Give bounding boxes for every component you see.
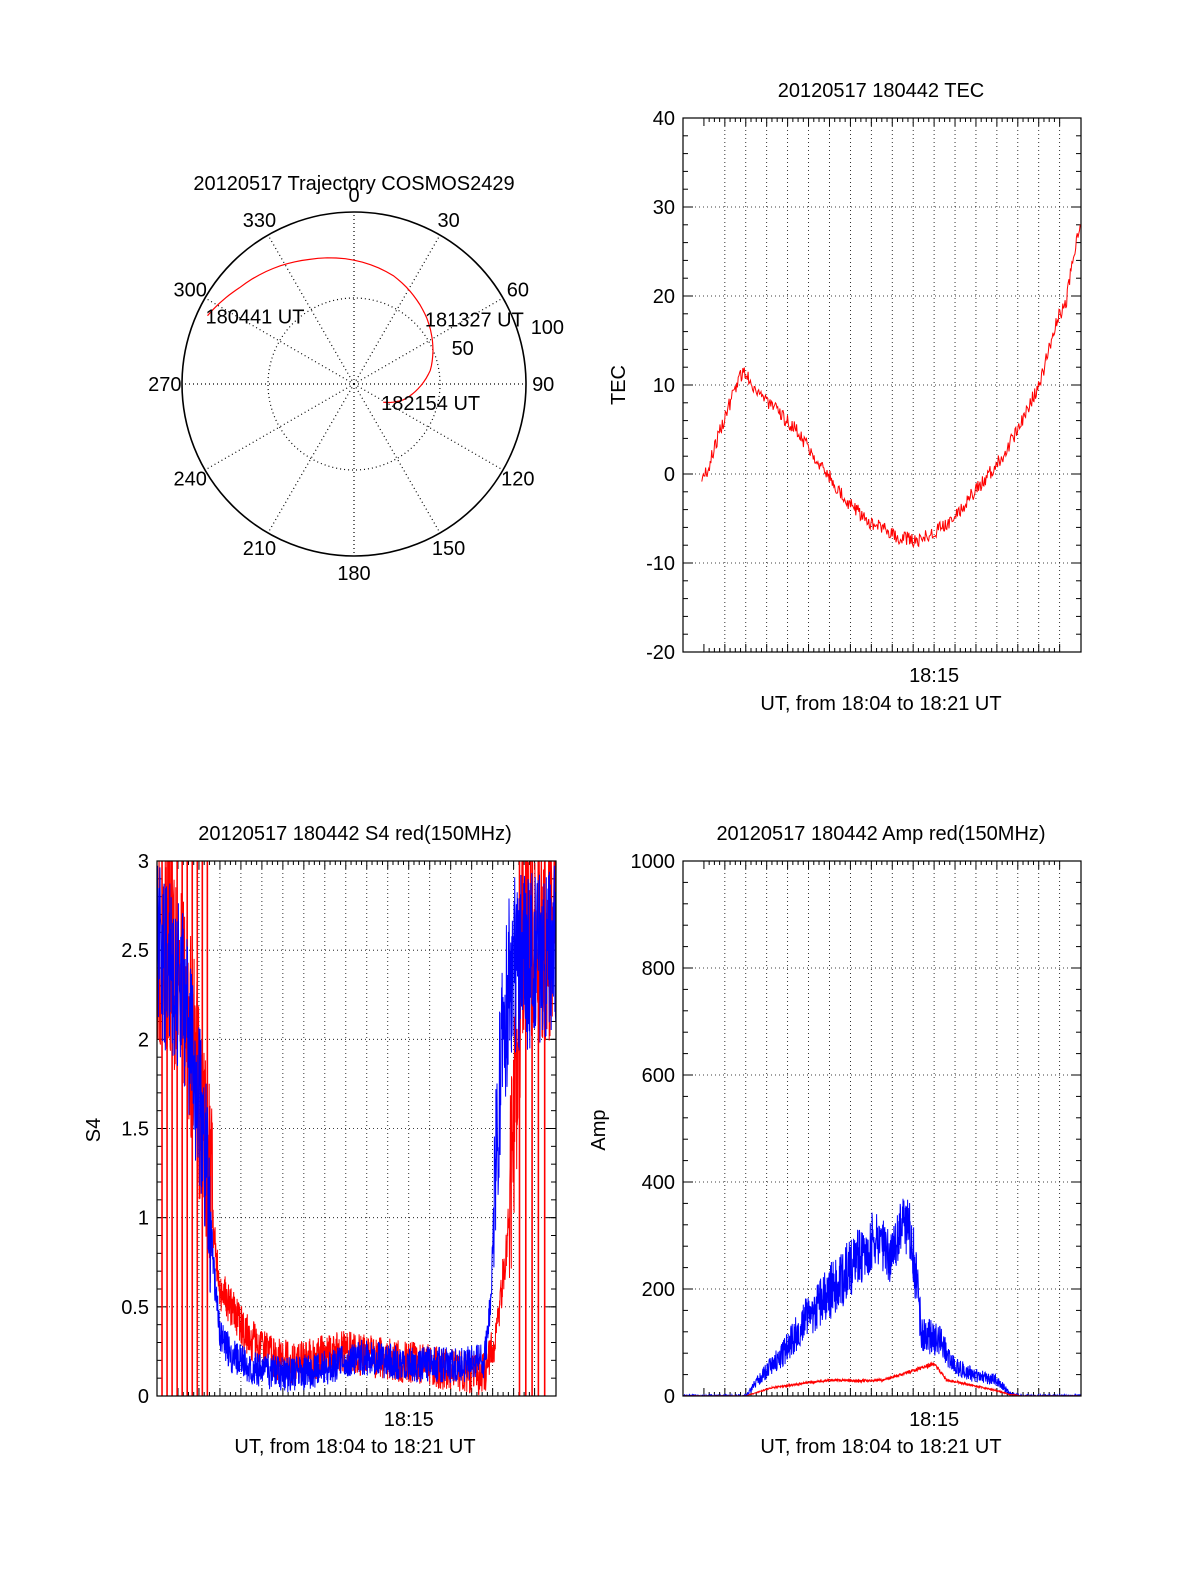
amp-panel: 20120517 180442 Amp red(150MHz) UT, from…	[588, 823, 1082, 1458]
plot-frame	[682, 860, 1082, 1397]
polar-spoke	[353, 383, 441, 534]
x-tick-label: 18:15	[909, 1409, 959, 1431]
polar-azimuth-label: 240	[173, 469, 206, 491]
polar-spoke	[353, 297, 504, 385]
polar-spoke	[204, 383, 355, 471]
y-tick-label: 1000	[631, 851, 676, 873]
polar-ring-inner	[267, 297, 441, 471]
plot-frame	[682, 117, 1082, 653]
y-tick-label: -10	[646, 553, 675, 575]
polar-azimuth-label: 330	[243, 210, 276, 232]
y-tick-label: 30	[653, 197, 675, 219]
trajectory-time-label: 180441 UT	[205, 307, 304, 329]
s4-panel: 20120517 180442 S4 red(150MHz) UT, from …	[83, 823, 557, 1458]
amp-title: 20120517 180442 Amp red(150MHz)	[716, 823, 1045, 845]
polar-azimuth-label: 120	[501, 469, 534, 491]
polar-spoke	[204, 297, 355, 385]
amp-plot: 0 200 400 600 800 1000 18:15	[631, 851, 1082, 1431]
y-tick-label: 3	[138, 851, 149, 873]
y-tick-label: 20	[653, 286, 675, 308]
trajectory-time-label: 181327 UT	[425, 309, 524, 331]
s4-plot: 0 0.5 1 1.5 2 2.5 3 18:15	[121, 851, 557, 1431]
y-tick-label: 0	[138, 1386, 149, 1408]
y-tick-label: 0.5	[121, 1297, 149, 1319]
tec-panel: 20120517 180442 TEC UT, from 18:04 to 18…	[608, 80, 1082, 715]
polar-spoke	[353, 383, 504, 471]
tec-xlabel: UT, from 18:04 to 18:21 UT	[760, 693, 1001, 715]
polar-azimuth-label: 30	[437, 210, 459, 232]
trajectory-line	[207, 257, 434, 404]
tec-title: 20120517 180442 TEC	[778, 80, 984, 102]
polar-ring-outer	[181, 211, 527, 557]
series-blue-line	[683, 1198, 1081, 1396]
polar-plot: 0 30 60 90 120 150 180 210 240 270 300 330 50 100 1804…	[148, 185, 564, 585]
polar-azimuth-label: 90	[532, 374, 554, 396]
polar-title: 20120517 Trajectory COSMOS2429	[193, 173, 514, 195]
series-red-line	[683, 1361, 1081, 1396]
amp-ylabel: Amp	[588, 1109, 610, 1150]
plot-frame	[156, 860, 557, 1397]
y-tick-label: 1	[138, 1208, 149, 1230]
s4-title: 20120517 180442 S4 red(150MHz)	[198, 823, 512, 845]
polar-spoke	[267, 383, 355, 534]
polar-azimuth-label: 210	[243, 538, 276, 560]
series-blue-line	[157, 865, 556, 1393]
y-tick-label: 0	[664, 1386, 675, 1408]
y-tick-label: 600	[642, 1065, 675, 1087]
y-tick-label: 10	[653, 375, 675, 397]
y-tick-label: 2.5	[121, 940, 149, 962]
s4-xlabel: UT, from 18:04 to 18:21 UT	[234, 1436, 475, 1458]
y-tick-label: 40	[653, 108, 675, 130]
polar-spoke	[267, 234, 355, 385]
polar-radial-label: 100	[531, 317, 564, 339]
tec-ylabel: TEC	[608, 365, 630, 405]
x-tick-label: 18:15	[384, 1409, 434, 1431]
series-red-line	[701, 224, 1081, 549]
polar-azimuth-label: 180	[337, 563, 370, 585]
polar-spoke	[353, 234, 441, 385]
polar-radial-label: 50	[452, 338, 474, 360]
polar-azimuth-label: 270	[148, 374, 181, 396]
polar-azimuth-label: 60	[507, 279, 529, 301]
y-tick-label: -20	[646, 642, 675, 664]
trajectory-time-label: 182154 UT	[381, 393, 480, 415]
y-tick-label: 400	[642, 1172, 675, 1194]
y-tick-label: 0	[664, 464, 675, 486]
polar-azimuth-label: 300	[173, 279, 206, 301]
polar-azimuth-label: 150	[432, 538, 465, 560]
y-tick-label: 1.5	[121, 1119, 149, 1141]
y-tick-label: 800	[642, 958, 675, 980]
tec-plot: -20 -10 0 10 20 30 40 18:15	[646, 108, 1082, 687]
amp-xlabel: UT, from 18:04 to 18:21 UT	[760, 1436, 1001, 1458]
polar-panel: 20120517 Trajectory COSMOS2429 0 30 60 90 12…	[148, 173, 564, 585]
y-tick-label: 2	[138, 1029, 149, 1051]
x-tick-label: 18:15	[909, 665, 959, 687]
y-tick-label: 200	[642, 1279, 675, 1301]
polar-azimuth-label: 0	[348, 185, 359, 207]
s4-ylabel: S4	[83, 1118, 105, 1142]
